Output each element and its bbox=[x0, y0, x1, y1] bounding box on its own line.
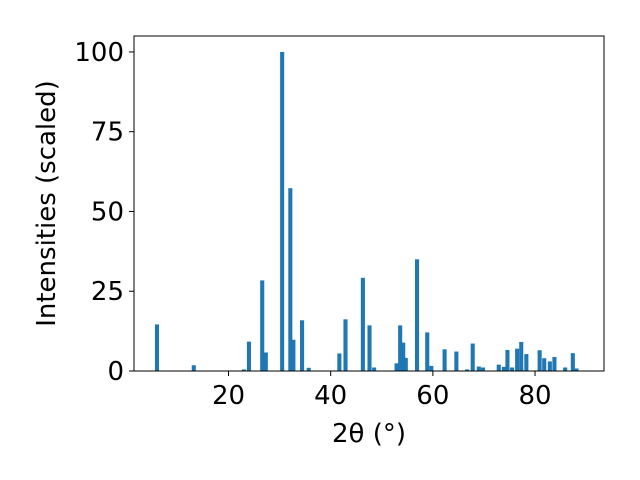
bar bbox=[537, 350, 542, 371]
bar bbox=[367, 325, 372, 371]
bar bbox=[552, 356, 557, 371]
bar bbox=[510, 367, 515, 371]
y-tick-label: 25 bbox=[91, 277, 124, 307]
bar bbox=[496, 364, 501, 371]
bar bbox=[570, 353, 575, 371]
x-axis-ticks: 20 40 60 80 bbox=[212, 371, 552, 411]
bar bbox=[429, 365, 434, 371]
y-tick-label: 75 bbox=[91, 118, 124, 148]
bar bbox=[394, 363, 399, 371]
x-axis-label: 2θ (°) bbox=[332, 419, 406, 449]
bar bbox=[360, 277, 365, 371]
bar bbox=[501, 366, 506, 371]
bar bbox=[563, 367, 568, 371]
bar bbox=[465, 369, 470, 371]
x-tick-label: 40 bbox=[314, 381, 347, 411]
bar bbox=[476, 366, 481, 371]
bar bbox=[574, 368, 579, 371]
bar bbox=[524, 354, 529, 371]
bar bbox=[425, 332, 430, 371]
bar bbox=[442, 349, 447, 371]
bar bbox=[372, 367, 377, 371]
plot-frame bbox=[133, 35, 605, 372]
bar bbox=[337, 353, 342, 371]
x-tick-label: 60 bbox=[416, 381, 449, 411]
y-axis-ticks: 0 25 50 75 100 bbox=[74, 38, 134, 387]
y-tick-label: 0 bbox=[107, 357, 124, 387]
bar bbox=[191, 365, 196, 371]
bar bbox=[547, 361, 552, 371]
bar bbox=[470, 343, 475, 371]
bar bbox=[246, 341, 251, 371]
bar bbox=[414, 259, 420, 371]
bar bbox=[398, 325, 403, 371]
bar bbox=[343, 319, 348, 371]
bar bbox=[515, 348, 520, 371]
bar bbox=[280, 51, 285, 371]
bar bbox=[519, 341, 524, 371]
bar bbox=[542, 358, 547, 371]
bar bbox=[291, 339, 296, 371]
bar bbox=[300, 320, 305, 371]
bar bbox=[401, 342, 406, 371]
bar bbox=[154, 324, 160, 371]
y-axis-label: Intensities (scaled) bbox=[32, 80, 62, 327]
bar bbox=[241, 369, 246, 371]
bars-group bbox=[154, 51, 579, 371]
bar bbox=[403, 357, 408, 371]
x-tick-label: 20 bbox=[212, 381, 245, 411]
bar bbox=[505, 349, 510, 371]
y-tick-label: 100 bbox=[74, 38, 124, 68]
bar bbox=[454, 351, 459, 371]
bar bbox=[306, 367, 311, 371]
x-tick-label: 80 bbox=[518, 381, 551, 411]
bar bbox=[480, 367, 485, 371]
bar bbox=[288, 188, 293, 371]
bar bbox=[260, 280, 265, 371]
y-tick-label: 50 bbox=[91, 197, 124, 227]
bar bbox=[263, 352, 268, 371]
